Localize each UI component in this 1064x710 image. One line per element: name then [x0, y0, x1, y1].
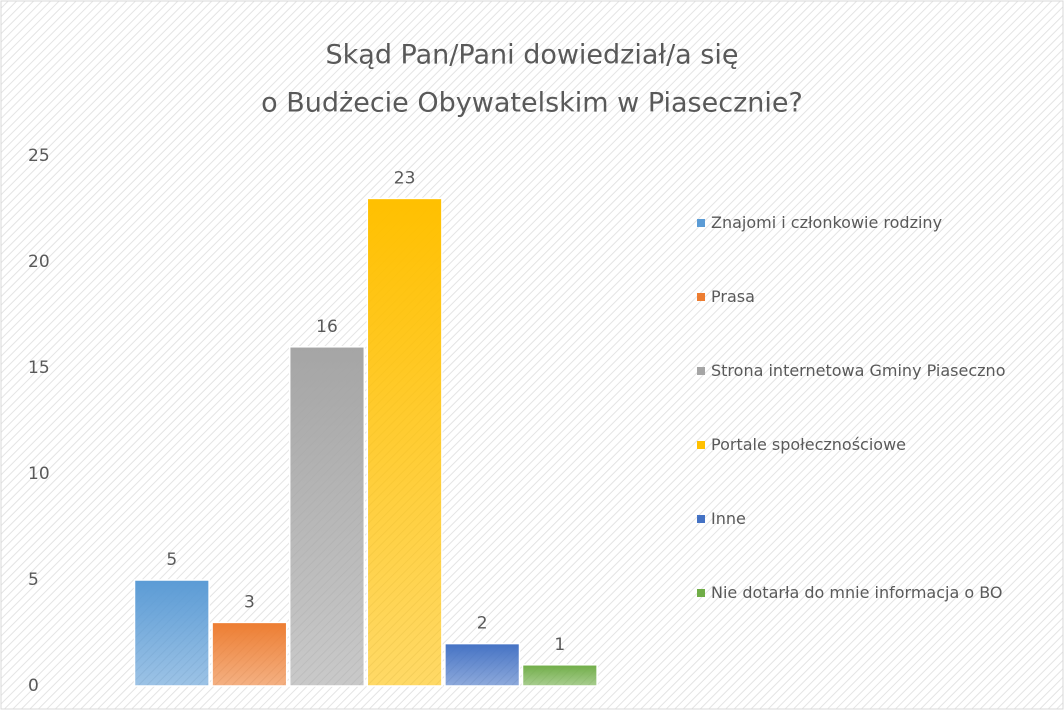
- bar: [288, 346, 366, 687]
- bar: [211, 621, 288, 687]
- legend-label: Znajomi i członkowie rodziny: [711, 213, 943, 232]
- legend-swatch: [697, 441, 705, 449]
- legend-item: Inne: [697, 504, 1052, 578]
- bar: [366, 197, 443, 687]
- bar: [444, 642, 521, 687]
- legend-label: Nie dotarła do mnie informacja o BO: [711, 583, 1003, 602]
- y-tick-label: 10: [28, 464, 50, 484]
- legend-swatch: [697, 515, 705, 523]
- legend-item: Strona internetowa Gminy Piaseczno: [697, 356, 1052, 430]
- legend-swatch: [697, 219, 705, 227]
- chart-title: o Budżecie Obywatelskim w Piasecznie?: [261, 88, 803, 119]
- legend-item: Znajomi i członkowie rodziny: [697, 208, 1052, 282]
- y-tick-label: 5: [28, 570, 39, 590]
- y-tick-label: 0: [28, 676, 39, 696]
- data-label: 1: [554, 635, 565, 655]
- y-tick-label: 25: [28, 146, 50, 166]
- chart-title: Skąd Pan/Pani dowiedział/a się: [326, 40, 739, 71]
- legend: Znajomi i członkowie rodziny Prasa Strona …: [697, 208, 1052, 652]
- legend-label: Inne: [711, 509, 746, 528]
- y-tick-label: 20: [28, 252, 50, 272]
- data-label: 16: [316, 317, 338, 337]
- legend-item: Portale społecznościowe: [697, 430, 1052, 504]
- legend-swatch: [697, 293, 705, 301]
- bar: [133, 579, 210, 687]
- legend-label: Prasa: [711, 287, 755, 306]
- y-tick-label: 15: [28, 358, 50, 378]
- data-label: 5: [166, 550, 177, 570]
- data-label: 2: [477, 614, 488, 634]
- bar: [521, 664, 598, 687]
- legend-item: Prasa: [697, 282, 1052, 356]
- legend-swatch: [697, 589, 705, 597]
- legend-label: Strona internetowa Gminy Piaseczno: [711, 361, 1006, 380]
- legend-swatch: [697, 367, 705, 375]
- legend-label: Portale społecznościowe: [711, 435, 906, 454]
- data-label: 3: [244, 592, 255, 612]
- data-label: 23: [394, 168, 416, 188]
- legend-item: Nie dotarła do mnie informacja o BO: [697, 578, 1052, 652]
